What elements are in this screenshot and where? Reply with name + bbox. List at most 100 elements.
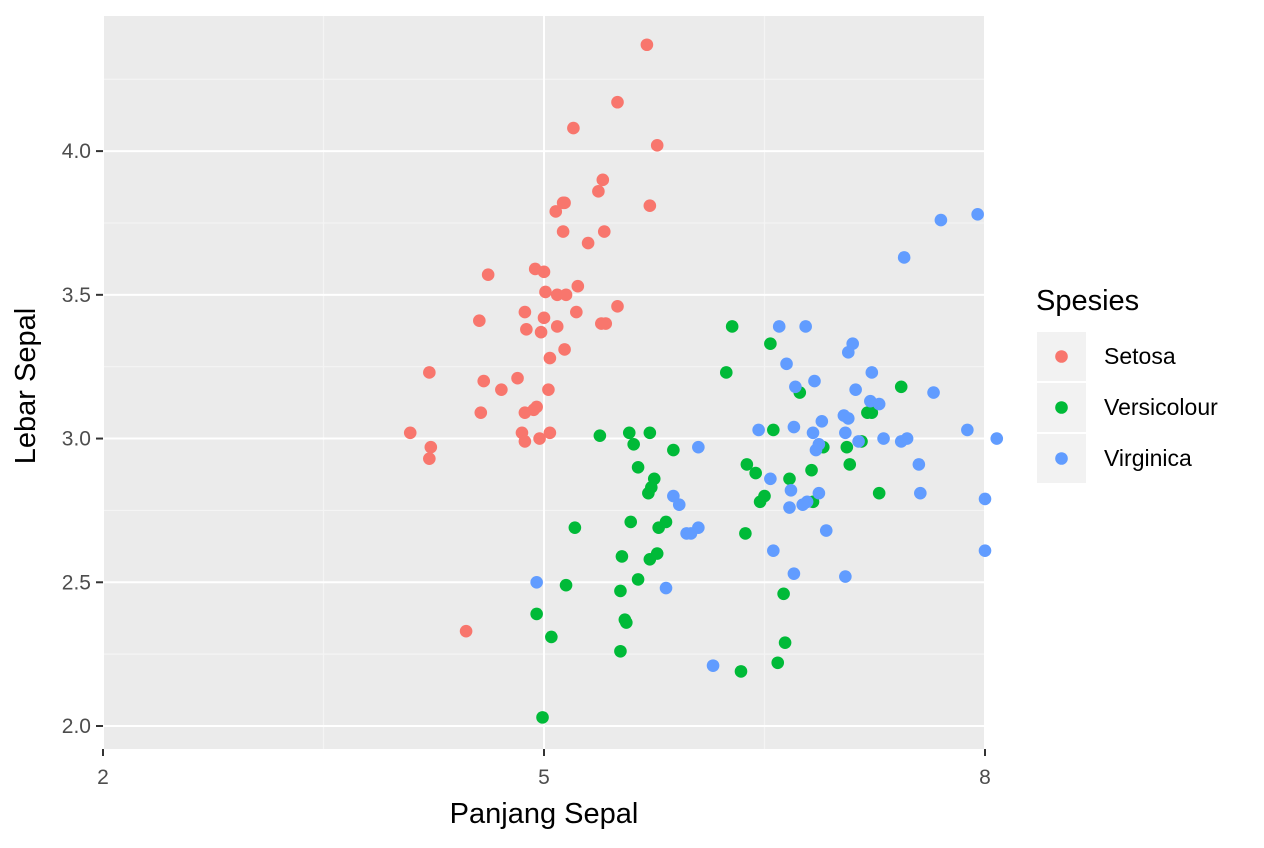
point-versicolour <box>771 656 785 670</box>
point-virginica <box>783 501 796 514</box>
point-setosa <box>533 432 546 445</box>
y-axis: 2.0 2.5 3.0 3.5 4.0 <box>62 140 103 738</box>
point-virginica <box>912 458 926 471</box>
point-setosa <box>650 139 664 152</box>
point-virginica <box>796 498 810 511</box>
point-versicolour <box>861 406 874 419</box>
legend-label-virginica: Virginica <box>1104 445 1192 471</box>
x-tick-label: 8 <box>979 766 991 789</box>
point-versicolour <box>631 573 645 586</box>
point-setosa <box>550 320 564 333</box>
point-versicolour <box>872 486 886 500</box>
point-versicolour <box>530 607 543 621</box>
point-virginica <box>772 320 786 333</box>
point-versicolour <box>753 495 767 509</box>
y-tick-label: 2.0 <box>62 715 91 738</box>
point-virginica <box>767 544 780 557</box>
point-versicolour <box>740 458 754 471</box>
point-virginica <box>877 432 890 445</box>
point-virginica <box>692 440 705 454</box>
point-setosa <box>543 351 557 365</box>
point-setosa <box>518 305 532 319</box>
point-virginica <box>806 426 820 440</box>
point-virginica <box>961 423 974 437</box>
point-virginica <box>530 575 543 589</box>
point-setosa <box>571 279 585 293</box>
point-virginica <box>672 498 686 511</box>
point-virginica <box>978 492 992 506</box>
point-setosa <box>539 285 552 299</box>
point-virginica <box>837 409 851 422</box>
point-setosa <box>537 311 551 325</box>
point-virginica <box>990 432 1004 445</box>
point-virginica <box>799 320 812 333</box>
point-versicolour <box>840 440 854 454</box>
point-versicolour <box>749 466 762 480</box>
point-setosa <box>542 383 555 396</box>
point-versicolour <box>614 644 627 658</box>
point-setosa <box>581 236 595 250</box>
point-versicolour <box>777 587 790 601</box>
point-setosa <box>543 426 557 440</box>
point-virginica <box>900 432 914 445</box>
point-setosa <box>511 371 524 385</box>
point-versicolour <box>615 550 629 563</box>
point-virginica <box>809 443 823 457</box>
legend-marker-virginica <box>1055 452 1068 465</box>
point-virginica <box>839 426 852 440</box>
x-tick-label: 2 <box>97 766 109 789</box>
point-virginica <box>815 415 829 428</box>
point-versicolour <box>764 337 777 350</box>
point-versicolour <box>545 630 558 644</box>
point-versicolour <box>778 636 792 649</box>
point-setosa <box>549 205 563 218</box>
point-versicolour <box>614 584 627 598</box>
point-setosa <box>537 265 551 279</box>
legend: Spesies Setosa Versicolour Virginica <box>1036 285 1218 483</box>
point-setosa <box>640 38 654 52</box>
point-setosa <box>592 185 605 198</box>
point-versicolour <box>559 578 573 592</box>
x-axis-title: Panjang Sepal <box>450 798 639 830</box>
point-virginica <box>914 486 927 500</box>
point-setosa <box>596 173 610 187</box>
point-versicolour <box>767 423 780 437</box>
point-versicolour <box>843 458 857 471</box>
point-virginica <box>812 486 826 500</box>
point-virginica <box>684 527 698 540</box>
y-tick-label: 3.0 <box>62 428 91 451</box>
point-virginica <box>789 380 802 394</box>
point-setosa <box>595 317 608 330</box>
legend-marker-setosa <box>1055 350 1068 363</box>
point-versicolour <box>642 486 655 500</box>
point-versicolour <box>667 443 680 457</box>
point-setosa <box>643 199 657 213</box>
point-virginica <box>706 659 720 672</box>
point-versicolour <box>627 438 640 451</box>
point-setosa <box>611 300 624 313</box>
point-versicolour <box>783 472 796 486</box>
point-virginica <box>787 567 801 580</box>
point-virginica <box>852 435 865 448</box>
point-virginica <box>872 397 886 411</box>
point-versicolour <box>643 552 657 566</box>
data-points <box>403 38 1004 724</box>
point-setosa <box>424 440 438 454</box>
point-setosa <box>550 288 564 302</box>
point-versicolour <box>631 460 645 474</box>
point-virginica <box>752 423 765 437</box>
point-versicolour <box>725 320 739 333</box>
legend-label-versicolour: Versicolour <box>1104 394 1218 420</box>
point-virginica <box>934 213 948 227</box>
point-versicolour <box>659 515 673 529</box>
point-setosa <box>473 314 486 327</box>
point-setosa <box>558 343 571 356</box>
point-virginica <box>841 346 855 359</box>
legend-label-setosa: Setosa <box>1104 343 1176 369</box>
point-setosa <box>534 325 548 339</box>
point-setosa <box>423 452 436 465</box>
point-setosa <box>520 323 533 336</box>
point-virginica <box>808 374 821 388</box>
point-versicolour <box>739 527 752 540</box>
point-setosa <box>481 268 495 282</box>
